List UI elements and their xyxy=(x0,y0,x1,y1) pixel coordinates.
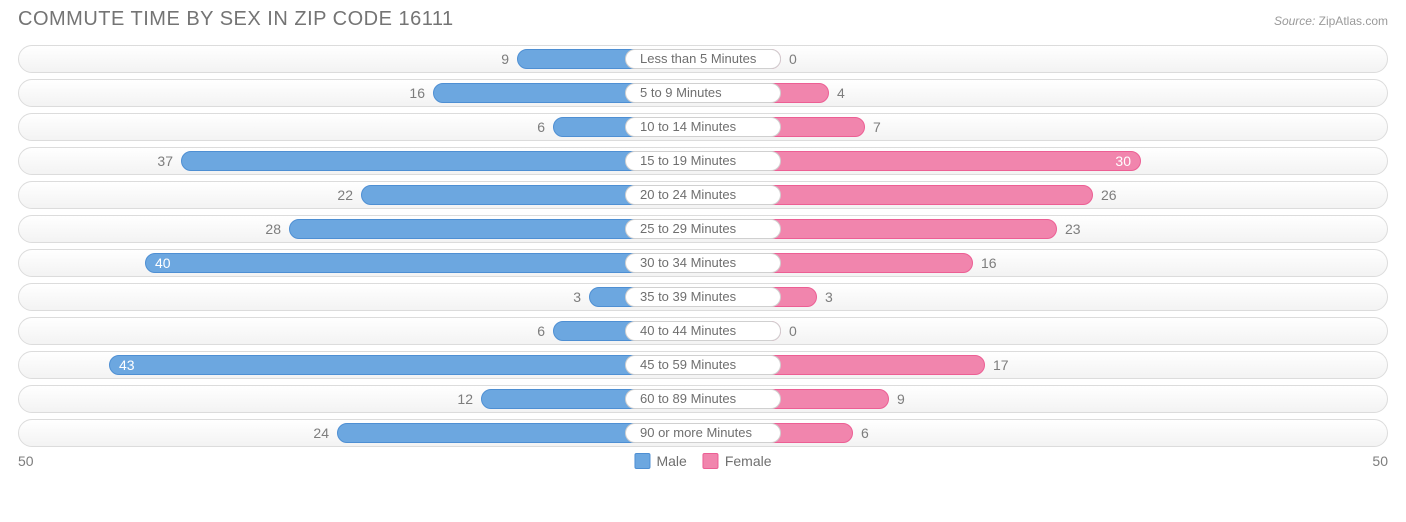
chart-container: Commute Time By Sex in Zip Code 16111 So… xyxy=(0,0,1406,522)
value-male: 16 xyxy=(409,80,425,106)
category-label: 35 to 39 Minutes xyxy=(625,287,781,307)
value-male: 43 xyxy=(109,352,703,378)
value-female: 23 xyxy=(1065,216,1081,242)
value-female: 9 xyxy=(897,386,905,412)
category-label: 30 to 34 Minutes xyxy=(625,253,781,273)
chart-footer: 50 Male Female 50 xyxy=(18,453,1388,475)
chart-row: 43 17 45 to 59 Minutes xyxy=(18,351,1388,379)
value-female: 6 xyxy=(861,420,869,446)
value-male: 40 xyxy=(145,250,703,276)
value-female: 16 xyxy=(981,250,997,276)
legend-swatch-male xyxy=(634,453,650,469)
chart-row: 24 6 90 or more Minutes xyxy=(18,419,1388,447)
value-female: 0 xyxy=(789,46,797,72)
category-label: Less than 5 Minutes xyxy=(625,49,781,69)
value-male: 24 xyxy=(313,420,329,446)
chart-row: 6 7 10 to 14 Minutes xyxy=(18,113,1388,141)
category-label: 10 to 14 Minutes xyxy=(625,117,781,137)
category-label: 20 to 24 Minutes xyxy=(625,185,781,205)
value-female: 26 xyxy=(1101,182,1117,208)
legend-male: Male xyxy=(634,453,686,469)
value-female: 17 xyxy=(993,352,1009,378)
header: Commute Time By Sex in Zip Code 16111 So… xyxy=(18,8,1388,31)
chart-row: 28 23 25 to 29 Minutes xyxy=(18,215,1388,243)
legend-swatch-female xyxy=(703,453,719,469)
value-male: 6 xyxy=(537,318,545,344)
value-male: 12 xyxy=(457,386,473,412)
value-female: 0 xyxy=(789,318,797,344)
legend-female: Female xyxy=(703,453,772,469)
category-label: 45 to 59 Minutes xyxy=(625,355,781,375)
chart-row: 12 9 60 to 89 Minutes xyxy=(18,385,1388,413)
source-name: ZipAtlas.com xyxy=(1319,14,1388,28)
value-male: 3 xyxy=(573,284,581,310)
chart-row: 373015 to 19 Minutes xyxy=(18,147,1388,175)
source-attribution: Source: ZipAtlas.com xyxy=(1274,14,1388,28)
value-female: 4 xyxy=(837,80,845,106)
axis-max-right: 50 xyxy=(1372,453,1388,469)
chart-row: 3 3 35 to 39 Minutes xyxy=(18,283,1388,311)
value-male: 37 xyxy=(157,148,173,174)
category-label: 40 to 44 Minutes xyxy=(625,321,781,341)
value-male: 6 xyxy=(537,114,545,140)
chart-title: Commute Time By Sex in Zip Code 16111 xyxy=(18,8,454,31)
chart-rows: 9 0 Less than 5 Minutes 16 4 5 to 9 Minutes 6 7… xyxy=(18,45,1388,447)
legend-male-label: Male xyxy=(656,453,686,469)
source-label: Source: xyxy=(1274,14,1315,28)
chart-row: 6 0 40 to 44 Minutes xyxy=(18,317,1388,345)
chart-row: 22 26 20 to 24 Minutes xyxy=(18,181,1388,209)
legend: Male Female xyxy=(634,453,771,469)
category-label: 25 to 29 Minutes xyxy=(625,219,781,239)
category-label: 90 or more Minutes xyxy=(625,423,781,443)
value-male: 9 xyxy=(501,46,509,72)
axis-max-left: 50 xyxy=(18,453,34,469)
chart-row: 9 0 Less than 5 Minutes xyxy=(18,45,1388,73)
value-female: 3 xyxy=(825,284,833,310)
value-female: 7 xyxy=(873,114,881,140)
value-male: 28 xyxy=(265,216,281,242)
legend-female-label: Female xyxy=(725,453,772,469)
chart-row: 16 4 5 to 9 Minutes xyxy=(18,79,1388,107)
category-label: 5 to 9 Minutes xyxy=(625,83,781,103)
category-label: 15 to 19 Minutes xyxy=(625,151,781,171)
category-label: 60 to 89 Minutes xyxy=(625,389,781,409)
chart-row: 40 16 30 to 34 Minutes xyxy=(18,249,1388,277)
value-male: 22 xyxy=(337,182,353,208)
